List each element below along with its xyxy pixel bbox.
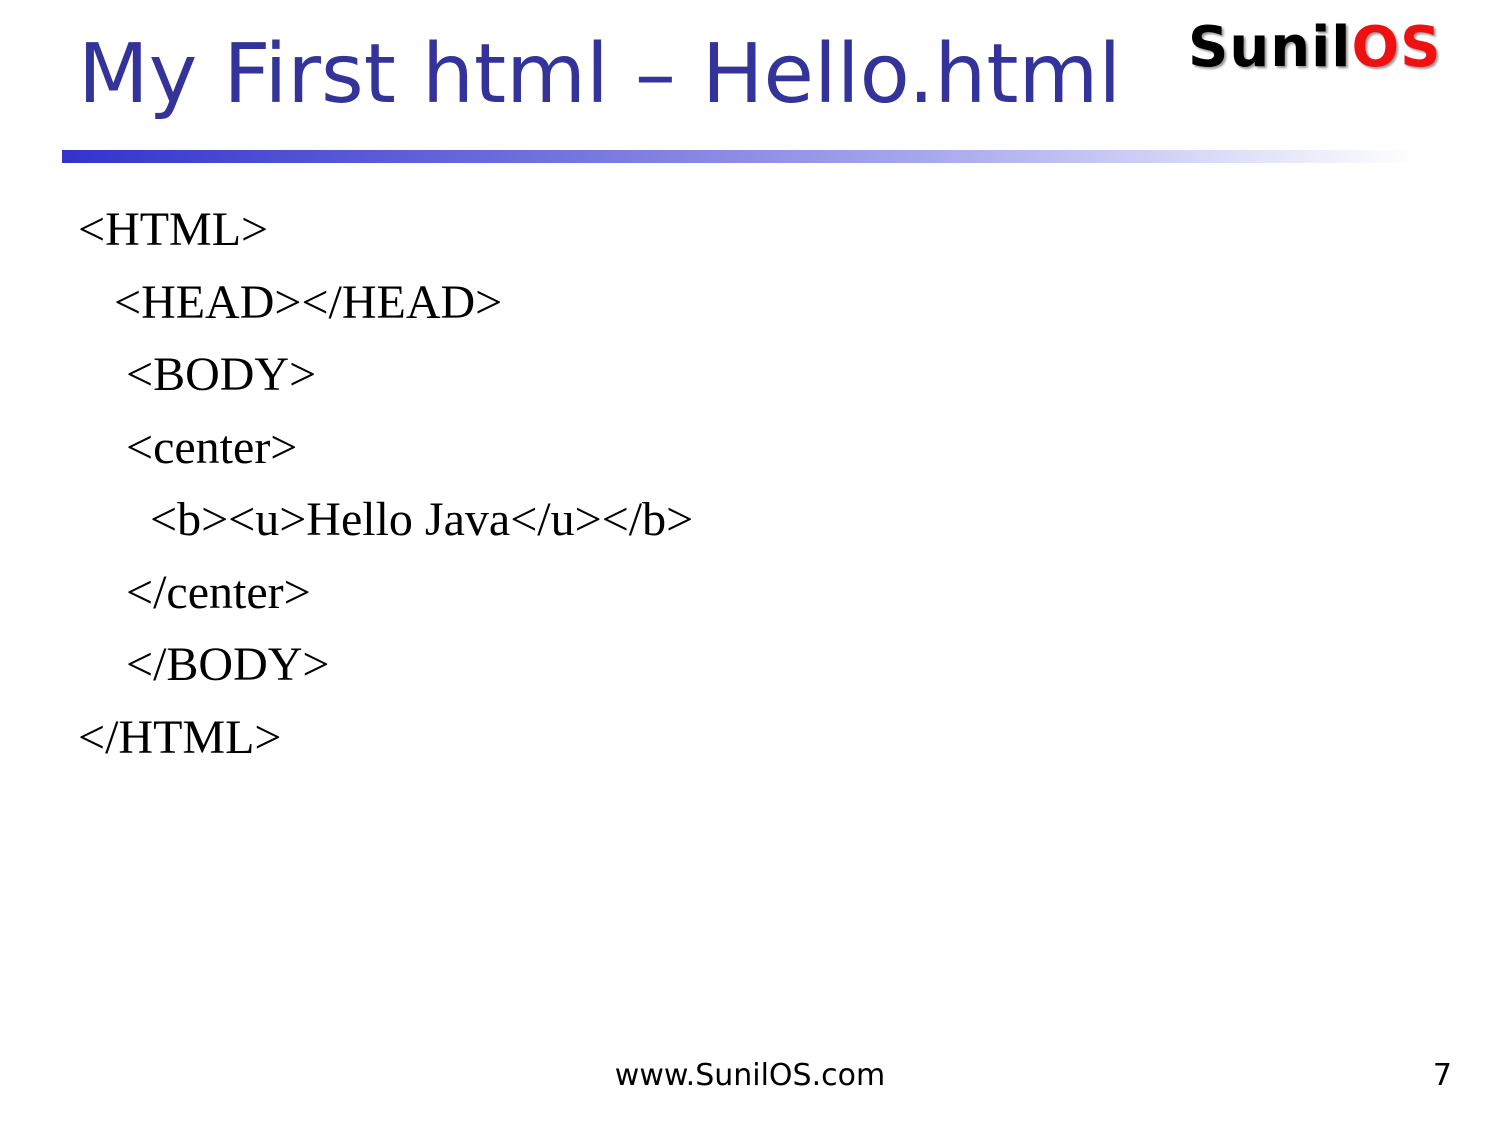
code-line: </BODY> [78,638,330,691]
code-line: <HEAD></HEAD> [78,275,503,329]
footer-url: www.SunilOS.com [614,1058,886,1093]
page-number: 7 [1432,1058,1452,1093]
code-line: </HTML> [78,710,282,764]
code-line: <BODY> [78,348,317,401]
code-line: <center> [78,420,298,474]
title-underline-divider [62,150,1417,163]
code-line: <HTML> [78,203,269,256]
code-listing: <HTML> <HEAD></HEAD> <BODY> <center> <b>… [78,200,693,780]
slide-title: My First html – Hello.html [78,27,1122,122]
code-line: <b><u>Hello Java</u></b> [78,493,694,546]
sunilos-logo: SunilOS [1188,14,1441,81]
logo-text-os: OS [1351,15,1442,80]
code-line: </center> [78,565,311,619]
logo-text-sunil: Sunil [1188,15,1352,80]
